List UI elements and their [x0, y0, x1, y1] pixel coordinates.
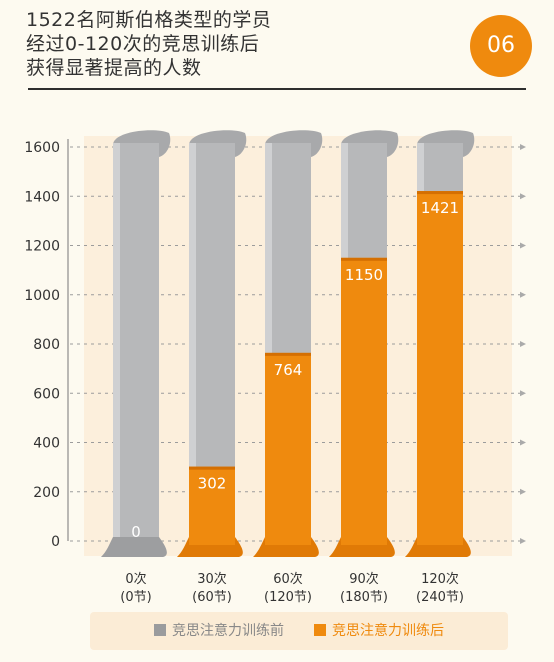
- y-tick-label: 1200: [24, 239, 60, 255]
- legend-swatch-before: [154, 624, 166, 636]
- bar-after-top-edge: [341, 257, 387, 261]
- data-label: 302: [198, 475, 227, 493]
- bar-bottom-curl: [101, 537, 167, 557]
- gridline-arrow-400: [520, 439, 526, 446]
- gridline-arrow-600: [520, 390, 526, 397]
- x-tick-label: 60次: [273, 571, 303, 587]
- data-label: 764: [274, 361, 303, 379]
- data-label: 1421: [421, 199, 459, 217]
- gridline-arrow-800: [520, 341, 526, 347]
- bar-after: [341, 257, 387, 545]
- x-tick-label: 0次: [125, 571, 146, 587]
- legend: 竞思注意力训练前 竞思注意力训练后: [90, 612, 508, 650]
- x-tick-label: 30次: [197, 571, 227, 587]
- x-tick-label: 120次: [421, 571, 459, 587]
- x-tick-label: (60节): [192, 590, 232, 605]
- gridline-arrow-200: [520, 488, 526, 495]
- y-tick-label: 1400: [24, 189, 60, 205]
- title-line-1: 1522名阿斯伯格类型的学员: [26, 9, 272, 31]
- bar-after: [417, 191, 463, 546]
- gridline-arrow-1200: [520, 242, 526, 249]
- bar-before-highlight: [113, 143, 120, 541]
- gridline-arrow-1600: [520, 144, 526, 150]
- bar-after: [189, 466, 235, 545]
- title-line-3: 获得显著提高的人数: [26, 57, 202, 79]
- y-tick-label: 800: [33, 337, 60, 353]
- data-label: 1150: [345, 266, 383, 284]
- legend-label-before: 竞思注意力训练前: [172, 623, 284, 639]
- bar-after-top-edge: [265, 352, 311, 356]
- y-tick-label: 1600: [24, 140, 60, 156]
- section-number-badge: 06: [470, 15, 532, 77]
- legend-label-after: 竞思注意力训练后: [332, 623, 444, 639]
- x-tick-label: (120节): [264, 590, 312, 605]
- legend-item-before: 竞思注意力训练前: [154, 612, 284, 650]
- bar-chart: 0 200 400 600 800 1000 1200 1400 1600 0 0次 (0节) 302 3…: [24, 130, 526, 605]
- gridline-arrow-0: [520, 538, 526, 544]
- legend-swatch-after: [314, 624, 326, 636]
- chart-title: 1522名阿斯伯格类型的学员 经过0-120次的竞思训练后 获得显著提高的人数: [26, 8, 271, 80]
- legend-item-after: 竞思注意力训练后: [314, 612, 444, 650]
- data-label: 0: [131, 523, 141, 541]
- bar-after-top-edge: [417, 191, 463, 195]
- bar-before-highlight: [265, 143, 272, 541]
- x-tick-label: (0节): [120, 590, 151, 605]
- x-tick-label: (240节): [416, 590, 464, 605]
- y-tick-label: 1000: [24, 288, 60, 304]
- x-tick-label: 90次: [349, 571, 379, 587]
- y-tick-label: 0: [51, 534, 60, 550]
- gridline-arrow-1000: [520, 291, 526, 298]
- y-tick-label: 400: [33, 436, 60, 452]
- title-divider: [28, 88, 526, 90]
- bar-before-highlight: [189, 143, 196, 541]
- x-tick-label: (180节): [340, 590, 388, 605]
- bar-before: [113, 143, 159, 541]
- gridline-arrow-1400: [520, 193, 526, 200]
- bar-after: [265, 352, 311, 545]
- title-line-2: 经过0-120次的竞思训练后: [26, 33, 260, 55]
- y-tick-label: 200: [33, 485, 60, 501]
- y-tick-label: 600: [33, 386, 60, 402]
- bar-after-top-edge: [189, 466, 235, 470]
